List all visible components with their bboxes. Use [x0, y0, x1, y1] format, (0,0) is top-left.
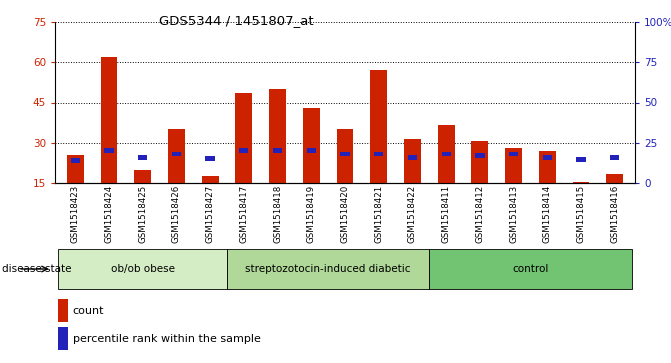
Bar — [472, 142, 488, 183]
Bar — [273, 148, 282, 153]
Text: GSM1518424: GSM1518424 — [105, 185, 113, 243]
Bar — [307, 148, 316, 153]
Bar — [442, 152, 451, 156]
Text: GSM1518426: GSM1518426 — [172, 185, 181, 243]
Bar — [429, 249, 631, 289]
Bar — [340, 152, 350, 156]
Text: GSM1518413: GSM1518413 — [509, 185, 518, 243]
Text: GSM1518415: GSM1518415 — [576, 185, 586, 243]
Bar — [543, 155, 552, 160]
Text: control: control — [512, 264, 549, 274]
Bar — [610, 155, 619, 160]
Bar — [172, 152, 181, 156]
Bar — [239, 148, 248, 153]
Text: GSM1518419: GSM1518419 — [307, 185, 316, 243]
Bar — [104, 148, 113, 153]
Bar — [101, 57, 117, 183]
Text: ob/ob obese: ob/ob obese — [111, 264, 174, 274]
Bar — [337, 129, 354, 183]
Bar — [134, 170, 151, 183]
Text: count: count — [72, 306, 104, 315]
Bar — [404, 139, 421, 183]
Bar — [269, 89, 286, 183]
Bar — [202, 176, 219, 183]
Bar — [437, 125, 454, 183]
Bar — [408, 155, 417, 160]
Bar — [509, 152, 518, 156]
Bar — [572, 182, 590, 183]
Bar — [539, 151, 556, 183]
Text: GSM1518417: GSM1518417 — [240, 185, 248, 243]
Text: GSM1518421: GSM1518421 — [374, 185, 383, 243]
Bar — [168, 129, 185, 183]
Bar — [58, 299, 68, 322]
Text: GSM1518420: GSM1518420 — [340, 185, 350, 243]
Bar — [70, 158, 80, 163]
Text: GSM1518427: GSM1518427 — [205, 185, 215, 243]
Text: streptozotocin-induced diabetic: streptozotocin-induced diabetic — [246, 264, 411, 274]
Text: GSM1518423: GSM1518423 — [70, 185, 80, 243]
Bar — [205, 156, 215, 161]
Bar — [138, 155, 148, 160]
Text: GSM1518414: GSM1518414 — [543, 185, 552, 243]
Text: GSM1518412: GSM1518412 — [475, 185, 484, 243]
Bar — [227, 249, 429, 289]
Bar — [374, 152, 383, 156]
Text: GSM1518418: GSM1518418 — [273, 185, 282, 243]
Bar — [607, 174, 623, 183]
Bar — [475, 153, 484, 158]
Bar — [505, 148, 522, 183]
Text: GSM1518425: GSM1518425 — [138, 185, 147, 243]
Bar — [67, 155, 84, 183]
Bar — [236, 93, 252, 183]
Text: GSM1518411: GSM1518411 — [442, 185, 451, 243]
Text: disease state: disease state — [2, 264, 72, 274]
Bar — [58, 249, 227, 289]
Bar — [303, 108, 319, 183]
Bar — [576, 157, 586, 162]
Bar — [370, 70, 387, 183]
Bar — [58, 327, 68, 350]
Text: GSM1518422: GSM1518422 — [408, 185, 417, 243]
Text: GDS5344 / 1451807_at: GDS5344 / 1451807_at — [160, 14, 314, 27]
Text: GSM1518416: GSM1518416 — [610, 185, 619, 243]
Text: percentile rank within the sample: percentile rank within the sample — [72, 334, 260, 344]
